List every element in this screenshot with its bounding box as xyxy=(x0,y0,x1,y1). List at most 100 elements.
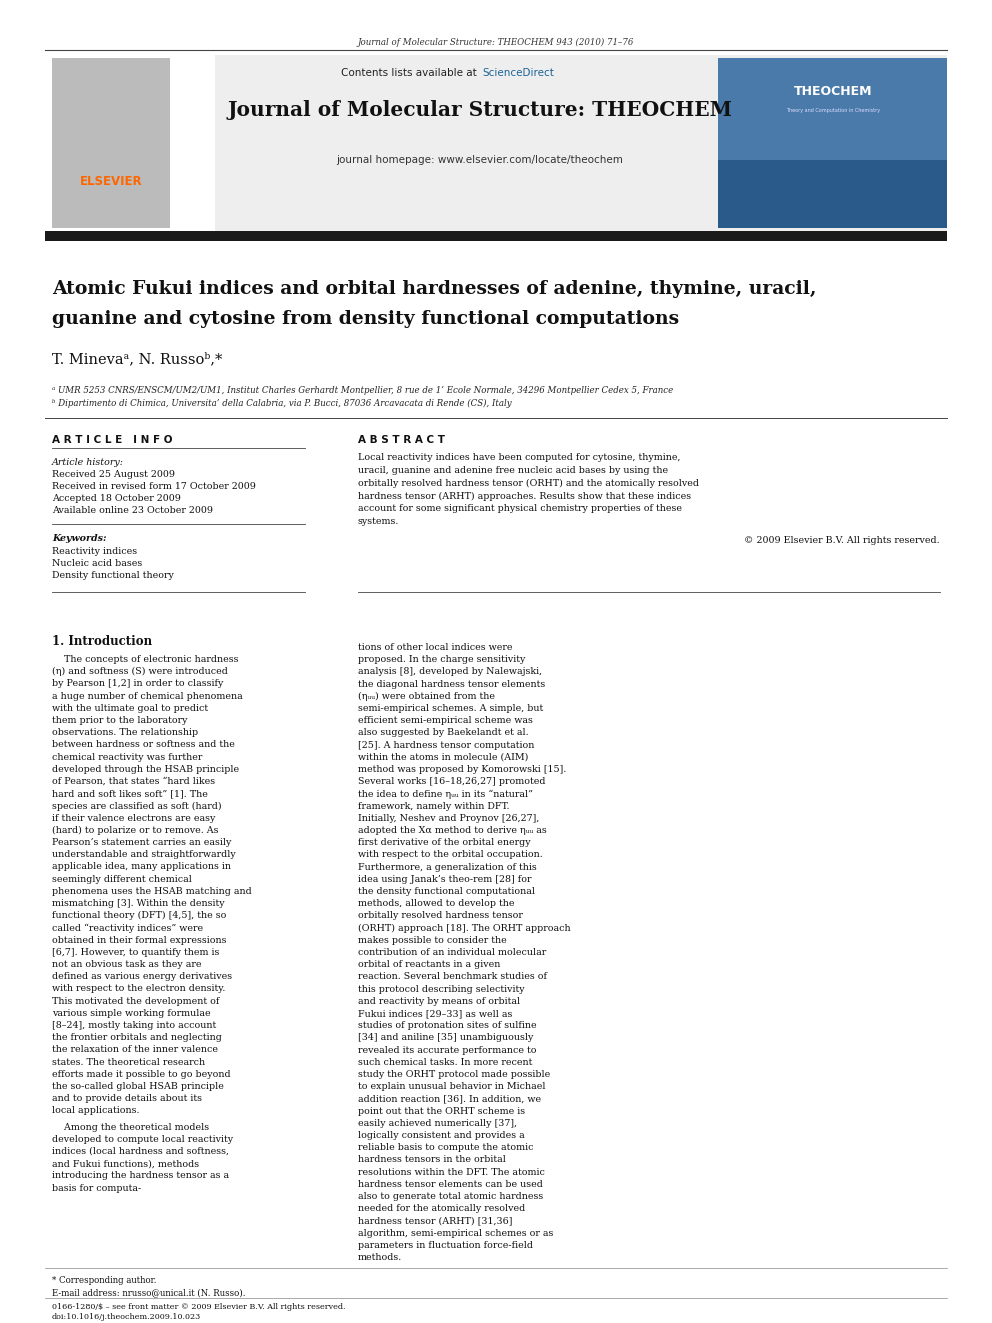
Text: ᵇ Dipartimento di Chimica, Universita’ della Calabria, via P. Bucci, 87036 Arcav: ᵇ Dipartimento di Chimica, Universita’ d… xyxy=(52,400,512,407)
Text: them prior to the laboratory: them prior to the laboratory xyxy=(52,716,187,725)
Text: not an obvious task as they are: not an obvious task as they are xyxy=(52,960,201,968)
Text: T. Minevaᵃ, N. Russoᵇ,*: T. Minevaᵃ, N. Russoᵇ,* xyxy=(52,352,222,366)
Text: chemical reactivity was further: chemical reactivity was further xyxy=(52,753,202,762)
Text: such chemical tasks. In more recent: such chemical tasks. In more recent xyxy=(358,1058,533,1066)
Text: [34] and aniline [35] unambiguously: [34] and aniline [35] unambiguously xyxy=(358,1033,534,1043)
Text: E-mail address: nrusso@unical.it (N. Russo).: E-mail address: nrusso@unical.it (N. Rus… xyxy=(52,1289,245,1297)
Text: Article history:: Article history: xyxy=(52,458,124,467)
Text: Theory and Computation in Chemistry: Theory and Computation in Chemistry xyxy=(786,108,880,112)
Text: to explain unusual behavior in Michael: to explain unusual behavior in Michael xyxy=(358,1082,546,1091)
Text: Atomic Fukui indices and orbital hardnesses of adenine, thymine, uracil,: Atomic Fukui indices and orbital hardnes… xyxy=(52,280,816,298)
Text: adopted the Xα method to derive ηᵤᵤ as: adopted the Xα method to derive ηᵤᵤ as xyxy=(358,826,547,835)
Text: idea using Janak’s theo-rem [28] for: idea using Janak’s theo-rem [28] for xyxy=(358,875,532,884)
Text: the idea to define ηᵤᵤ in its “natural”: the idea to define ηᵤᵤ in its “natural” xyxy=(358,790,533,799)
Text: introducing the hardness tensor as a: introducing the hardness tensor as a xyxy=(52,1171,229,1180)
Text: Fukui indices [29–33] as well as: Fukui indices [29–33] as well as xyxy=(358,1009,513,1017)
Text: [6,7]. However, to quantify them is: [6,7]. However, to quantify them is xyxy=(52,947,219,957)
Text: and to provide details about its: and to provide details about its xyxy=(52,1094,202,1103)
Bar xyxy=(718,160,947,228)
Text: of Pearson, that states “hard likes: of Pearson, that states “hard likes xyxy=(52,777,215,786)
Text: Received in revised form 17 October 2009: Received in revised form 17 October 2009 xyxy=(52,482,256,491)
Text: if their valence electrons are easy: if their valence electrons are easy xyxy=(52,814,215,823)
Text: methods.: methods. xyxy=(358,1253,402,1262)
Text: hardness tensor (ARHT) [31,36]: hardness tensor (ARHT) [31,36] xyxy=(358,1216,513,1225)
Bar xyxy=(45,56,215,232)
Text: seemingly different chemical: seemingly different chemical xyxy=(52,875,191,884)
Text: studies of protonation sites of sulfine: studies of protonation sites of sulfine xyxy=(358,1021,537,1031)
Bar xyxy=(52,58,170,228)
Text: with the ultimate goal to predict: with the ultimate goal to predict xyxy=(52,704,208,713)
Text: orbitally resolved hardness tensor (ORHT) and the atomically resolved: orbitally resolved hardness tensor (ORHT… xyxy=(358,479,699,488)
Text: account for some significant physical chemistry properties of these: account for some significant physical ch… xyxy=(358,504,682,513)
Text: Contents lists available at: Contents lists available at xyxy=(341,67,480,78)
Text: Received 25 August 2009: Received 25 August 2009 xyxy=(52,470,175,479)
Text: resolutions within the DFT. The atomic: resolutions within the DFT. The atomic xyxy=(358,1168,545,1176)
Text: with respect to the orbital occupation.: with respect to the orbital occupation. xyxy=(358,851,543,860)
Text: Journal of Molecular Structure: THEOCHEM 943 (2010) 71–76: Journal of Molecular Structure: THEOCHEM… xyxy=(358,38,634,48)
Text: study the ORHT protocol made possible: study the ORHT protocol made possible xyxy=(358,1070,551,1080)
Text: 1. Introduction: 1. Introduction xyxy=(52,635,152,648)
Text: journal homepage: www.elsevier.com/locate/theochem: journal homepage: www.elsevier.com/locat… xyxy=(336,155,623,165)
Text: Density functional theory: Density functional theory xyxy=(52,572,174,579)
Text: orbitally resolved hardness tensor: orbitally resolved hardness tensor xyxy=(358,912,523,921)
Text: Initially, Neshev and Proynov [26,27],: Initially, Neshev and Proynov [26,27], xyxy=(358,814,540,823)
Text: tions of other local indices were: tions of other local indices were xyxy=(358,643,513,652)
Text: addition reaction [36]. In addition, we: addition reaction [36]. In addition, we xyxy=(358,1094,541,1103)
Text: Furthermore, a generalization of this: Furthermore, a generalization of this xyxy=(358,863,537,872)
Text: (ηᵤᵤ) were obtained from the: (ηᵤᵤ) were obtained from the xyxy=(358,692,495,701)
Text: Available online 23 October 2009: Available online 23 October 2009 xyxy=(52,505,213,515)
Text: the diagonal hardness tensor elements: the diagonal hardness tensor elements xyxy=(358,680,546,688)
Text: framework, namely within DFT.: framework, namely within DFT. xyxy=(358,802,510,811)
Text: ScienceDirect: ScienceDirect xyxy=(482,67,554,78)
Text: reaction. Several benchmark studies of: reaction. Several benchmark studies of xyxy=(358,972,547,982)
Text: makes possible to consider the: makes possible to consider the xyxy=(358,935,507,945)
Bar xyxy=(45,232,947,241)
Text: revealed its accurate performance to: revealed its accurate performance to xyxy=(358,1045,537,1054)
Text: algorithm, semi-empirical schemes or as: algorithm, semi-empirical schemes or as xyxy=(358,1229,554,1237)
Text: ELSEVIER: ELSEVIER xyxy=(79,175,142,188)
Text: This motivated the development of: This motivated the development of xyxy=(52,996,219,1005)
Text: contribution of an individual molecular: contribution of an individual molecular xyxy=(358,949,547,957)
Text: needed for the atomically resolved: needed for the atomically resolved xyxy=(358,1204,525,1213)
Text: and Fukui functions), methods: and Fukui functions), methods xyxy=(52,1159,199,1168)
Text: ᵃ UMR 5253 CNRS/ENSCM/UM2/UM1, Institut Charles Gerhardt Montpellier, 8 rue de 1: ᵃ UMR 5253 CNRS/ENSCM/UM2/UM1, Institut … xyxy=(52,386,674,396)
Text: orbital of reactants in a given: orbital of reactants in a given xyxy=(358,960,500,970)
Text: obtained in their formal expressions: obtained in their formal expressions xyxy=(52,935,226,945)
Text: hardness tensor elements can be used: hardness tensor elements can be used xyxy=(358,1180,543,1189)
Text: 0166-1280/$ – see front matter © 2009 Elsevier B.V. All rights reserved.: 0166-1280/$ – see front matter © 2009 El… xyxy=(52,1303,345,1311)
Text: this protocol describing selectivity: this protocol describing selectivity xyxy=(358,984,525,994)
Text: observations. The relationship: observations. The relationship xyxy=(52,728,198,737)
Text: hardness tensor (ARHT) approaches. Results show that these indices: hardness tensor (ARHT) approaches. Resul… xyxy=(358,491,691,500)
Text: * Corresponding author.: * Corresponding author. xyxy=(52,1275,157,1285)
Text: applicable idea, many applications in: applicable idea, many applications in xyxy=(52,863,231,872)
Text: also to generate total atomic hardness: also to generate total atomic hardness xyxy=(358,1192,544,1201)
Text: efforts made it possible to go beyond: efforts made it possible to go beyond xyxy=(52,1070,230,1078)
Text: [8–24], mostly taking into account: [8–24], mostly taking into account xyxy=(52,1021,216,1031)
Text: Nucleic acid bases: Nucleic acid bases xyxy=(52,560,142,568)
Text: the frontier orbitals and neglecting: the frontier orbitals and neglecting xyxy=(52,1033,222,1043)
Text: developed to compute local reactivity: developed to compute local reactivity xyxy=(52,1135,233,1144)
Text: Several works [16–18,26,27] promoted: Several works [16–18,26,27] promoted xyxy=(358,777,546,786)
Text: parameters in fluctuation force-field: parameters in fluctuation force-field xyxy=(358,1241,533,1250)
Bar xyxy=(718,58,947,228)
Text: Among the theoretical models: Among the theoretical models xyxy=(52,1123,209,1131)
Text: point out that the ORHT scheme is: point out that the ORHT scheme is xyxy=(358,1106,525,1115)
Text: mismatching [3]. Within the density: mismatching [3]. Within the density xyxy=(52,900,224,908)
Text: the density functional computational: the density functional computational xyxy=(358,886,535,896)
Text: proposed. In the charge sensitivity: proposed. In the charge sensitivity xyxy=(358,655,526,664)
Text: indices (local hardness and softness,: indices (local hardness and softness, xyxy=(52,1147,229,1156)
Text: local applications.: local applications. xyxy=(52,1106,140,1115)
Text: between hardness or softness and the: between hardness or softness and the xyxy=(52,741,235,749)
Text: systems.: systems. xyxy=(358,517,400,527)
Text: understandable and straightforwardly: understandable and straightforwardly xyxy=(52,851,236,859)
Text: phenomena uses the HSAB matching and: phenomena uses the HSAB matching and xyxy=(52,886,252,896)
Text: developed through the HSAB principle: developed through the HSAB principle xyxy=(52,765,239,774)
Text: Accepted 18 October 2009: Accepted 18 October 2009 xyxy=(52,493,181,503)
Text: The concepts of electronic hardness: The concepts of electronic hardness xyxy=(52,655,238,664)
Bar xyxy=(45,56,947,232)
Text: states. The theoretical research: states. The theoretical research xyxy=(52,1057,205,1066)
Text: (η) and softness (S) were introduced: (η) and softness (S) were introduced xyxy=(52,667,228,676)
Text: the so-called global HSAB principle: the so-called global HSAB principle xyxy=(52,1082,224,1091)
Text: with respect to the electron density.: with respect to the electron density. xyxy=(52,984,225,994)
Text: A B S T R A C T: A B S T R A C T xyxy=(358,435,445,445)
